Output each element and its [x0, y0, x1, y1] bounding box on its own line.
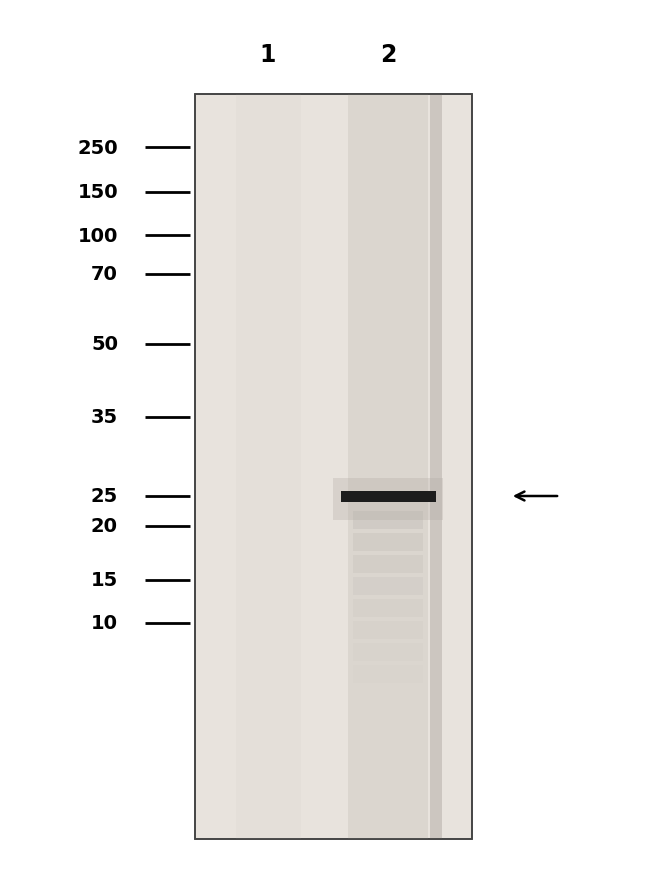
Text: 2: 2	[380, 43, 396, 67]
Bar	[353, 577, 423, 595]
Text: 50: 50	[91, 335, 118, 354]
Bar	[195, 95, 472, 839]
Text: 250: 250	[77, 138, 118, 157]
Text: 100: 100	[77, 226, 118, 245]
Bar	[353, 555, 423, 574]
Bar	[353, 512, 423, 529]
Bar	[353, 666, 423, 683]
Bar	[353, 621, 423, 640]
Text: 10: 10	[91, 614, 118, 633]
Text: 20: 20	[91, 517, 118, 536]
Text: 35: 35	[91, 408, 118, 427]
Bar	[353, 643, 423, 661]
Text: 1: 1	[260, 43, 276, 67]
Bar	[353, 600, 423, 617]
Text: 70: 70	[91, 265, 118, 284]
Bar	[236, 95, 301, 839]
Bar	[430, 95, 442, 839]
Text: 25: 25	[91, 487, 118, 506]
Bar	[341, 492, 436, 502]
Bar	[348, 95, 428, 839]
Text: 150: 150	[77, 183, 118, 202]
Bar	[333, 479, 443, 521]
Bar	[353, 534, 423, 551]
Text: 15: 15	[91, 571, 118, 590]
Bar	[195, 95, 472, 839]
